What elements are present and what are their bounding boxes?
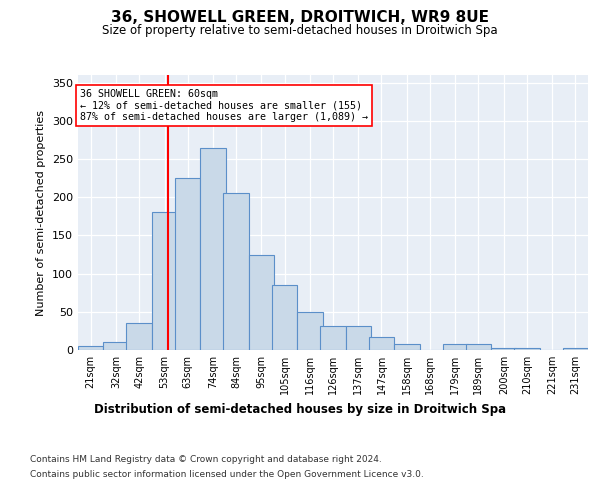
Bar bbox=[127, 324, 152, 350]
Bar bbox=[175, 178, 200, 350]
Bar bbox=[563, 348, 588, 350]
Text: Contains HM Land Registry data © Crown copyright and database right 2024.: Contains HM Land Registry data © Crown c… bbox=[30, 455, 382, 464]
Bar bbox=[466, 344, 491, 350]
Text: Size of property relative to semi-detached houses in Droitwich Spa: Size of property relative to semi-detach… bbox=[102, 24, 498, 37]
Text: 36, SHOWELL GREEN, DROITWICH, WR9 8UE: 36, SHOWELL GREEN, DROITWICH, WR9 8UE bbox=[111, 10, 489, 25]
Bar bbox=[443, 344, 468, 350]
Bar bbox=[297, 312, 323, 350]
Text: 36 SHOWELL GREEN: 60sqm
← 12% of semi-detached houses are smaller (155)
87% of s: 36 SHOWELL GREEN: 60sqm ← 12% of semi-de… bbox=[80, 88, 368, 122]
Bar bbox=[78, 346, 103, 350]
Y-axis label: Number of semi-detached properties: Number of semi-detached properties bbox=[37, 110, 46, 316]
Bar bbox=[394, 344, 419, 350]
Bar bbox=[249, 254, 274, 350]
Bar bbox=[200, 148, 226, 350]
Bar bbox=[491, 348, 517, 350]
Bar bbox=[223, 194, 249, 350]
Bar bbox=[103, 342, 129, 350]
Bar bbox=[320, 326, 346, 350]
Bar bbox=[152, 212, 177, 350]
Bar bbox=[369, 337, 394, 350]
Text: Distribution of semi-detached houses by size in Droitwich Spa: Distribution of semi-detached houses by … bbox=[94, 402, 506, 415]
Text: Contains public sector information licensed under the Open Government Licence v3: Contains public sector information licen… bbox=[30, 470, 424, 479]
Bar bbox=[272, 285, 297, 350]
Bar bbox=[514, 348, 539, 350]
Bar bbox=[346, 326, 371, 350]
